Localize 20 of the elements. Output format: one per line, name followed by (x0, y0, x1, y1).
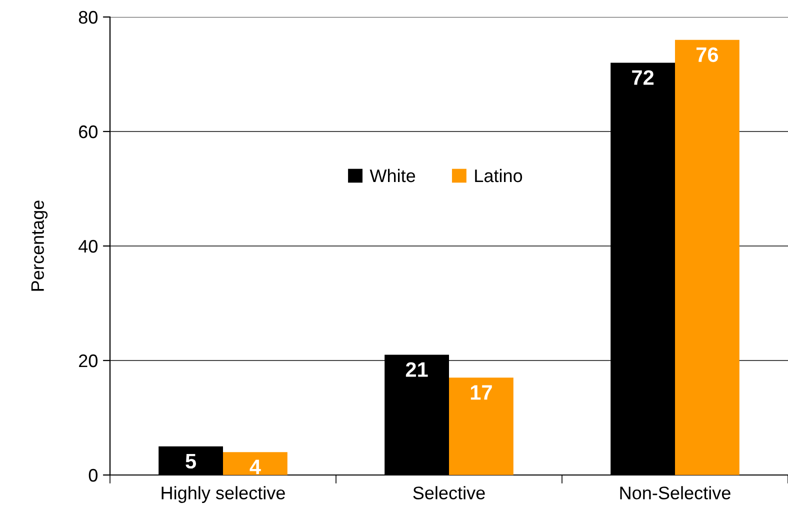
legend-label: Latino (475, 168, 522, 182)
legend-label: White (370, 168, 416, 182)
x-tick-label: Highly selective (162, 486, 285, 503)
bar (449, 378, 514, 475)
data-label: 17 (470, 385, 492, 400)
data-label: 72 (632, 70, 654, 85)
data-label: 76 (696, 47, 718, 62)
x-tick-label: Selective (413, 486, 485, 500)
data-label: 5 (186, 454, 196, 469)
y-axis-title: Percentage (31, 200, 48, 291)
data-label: 4 (250, 460, 261, 474)
y-tick-label: 40 (78, 240, 98, 253)
bar (675, 40, 740, 475)
data-label: 21 (406, 362, 428, 377)
y-tick-label: 20 (79, 354, 98, 368)
y-tick-label: 80 (78, 10, 98, 24)
y-tick-label: 0 (88, 468, 98, 482)
y-tick-label: 60 (79, 125, 98, 138)
x-tick-label: Non-Selective (620, 486, 730, 500)
bar (223, 452, 288, 475)
